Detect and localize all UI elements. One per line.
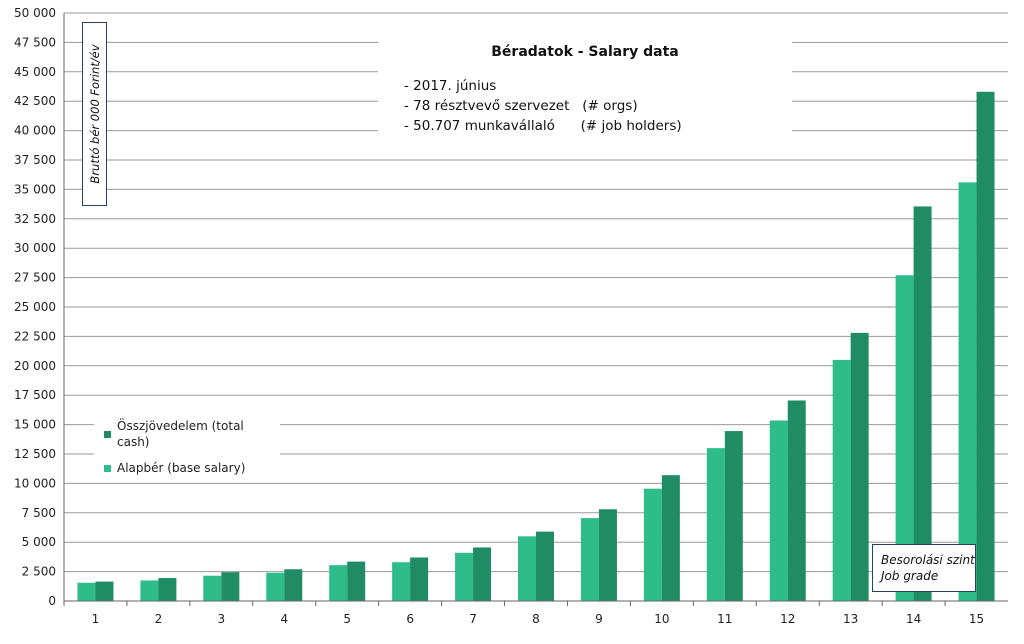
y-tick-label: 5 000 [22, 535, 56, 549]
y-tick-label: 30 000 [14, 241, 56, 255]
x-tick-label: 1 [92, 612, 100, 626]
bar-total-cash [976, 91, 995, 602]
bar-base-salary [140, 580, 159, 601]
bar-base-salary [832, 359, 851, 601]
bar-base-salary [329, 565, 348, 601]
bar-base-salary [203, 575, 222, 601]
info-line-orgs: - 78 résztvevő szervezet (# orgs) [404, 98, 638, 114]
bar-total-cash [410, 557, 429, 601]
y-tick-label: 17 500 [14, 388, 56, 402]
x-tick-label: 7 [469, 612, 477, 626]
bar-base-salary [580, 518, 599, 601]
bar-base-salary [455, 552, 474, 601]
bar-total-cash [221, 572, 240, 601]
y-tick-label: 10 000 [14, 476, 56, 490]
bar-base-salary [266, 572, 285, 601]
bar-base-salary [392, 562, 411, 601]
legend-label-base-salary: Alapbér (base salary) [117, 461, 246, 475]
y-tick-label: 35 000 [14, 182, 56, 196]
y-tick-label: 42 500 [14, 94, 56, 108]
y-tick-label: 15 000 [14, 418, 56, 432]
bar-total-cash [347, 561, 366, 601]
y-tick-label: 45 000 [14, 65, 56, 79]
bar-total-cash [473, 547, 492, 601]
x-tick-label: 10 [654, 612, 669, 626]
bar-total-cash [850, 332, 869, 601]
x-tick-label: 8 [532, 612, 540, 626]
x-axis-label-box: Besorolási szint Job grade [872, 544, 976, 592]
bar-total-cash [284, 569, 303, 601]
bar-total-cash [661, 475, 680, 601]
bar-base-salary [518, 536, 536, 601]
legend-item-base-salary: Alapbér (base salary) [104, 460, 280, 476]
bar-base-salary [77, 582, 96, 601]
bars [77, 91, 995, 602]
bar-total-cash [95, 581, 114, 601]
y-tick-label: 27 500 [14, 271, 56, 285]
bar-base-salary [769, 420, 788, 601]
y-tick-label: 32 500 [14, 212, 56, 226]
bar-total-cash [724, 431, 743, 601]
y-tick-label: 25 000 [14, 300, 56, 314]
x-tick-label: 9 [595, 612, 603, 626]
y-tick-label: 2 500 [22, 565, 56, 579]
axes [63, 13, 1008, 606]
bar-base-salary [643, 488, 662, 601]
x-axis-label-hu: Besorolási szint [881, 553, 975, 567]
y-axis-label-box: Bruttó bér 000 Forint/év [82, 22, 107, 206]
y-tick-label: 50 000 [14, 6, 56, 20]
bar-base-salary [895, 275, 914, 601]
legend-label-total-cash: Összjövedelem (total cash) [117, 419, 244, 449]
y-tick-label: 22 500 [14, 329, 56, 343]
y-tick-label: 47 500 [14, 35, 56, 49]
bar-total-cash [158, 578, 177, 601]
x-tick-label: 12 [780, 612, 795, 626]
x-tick-label: 13 [843, 612, 858, 626]
x-tick-label: 4 [280, 612, 288, 626]
x-tick-label: 15 [969, 612, 984, 626]
x-tick-label: 14 [906, 612, 921, 626]
bar-base-salary [958, 182, 977, 601]
y-tick-label: 40 000 [14, 124, 56, 138]
x-tick-label: 11 [717, 612, 732, 626]
bar-total-cash [598, 509, 617, 601]
bar-total-cash [787, 400, 806, 601]
chart-title: Béradatok - Salary data [491, 44, 679, 60]
bar-base-salary [706, 448, 725, 601]
y-tick-label: 12 500 [14, 447, 56, 461]
legend-item-total-cash: Összjövedelem (total cash) [104, 418, 280, 450]
y-tick-label: 37 500 [14, 153, 56, 167]
y-tick-label: 7 500 [22, 506, 56, 520]
x-tick-label: 6 [406, 612, 414, 626]
legend-swatch-total-cash [104, 430, 111, 438]
y-axis-label: Bruttó bér 000 Forint/év [87, 44, 102, 184]
legend: Összjövedelem (total cash) Alapbér (base… [94, 412, 280, 475]
bar-total-cash [536, 531, 554, 601]
info-line-holders: - 50.707 munkavállaló (# job holders) [404, 118, 682, 134]
x-tick-label: 3 [218, 612, 226, 626]
info-box: Béradatok - Salary data - 2017. június -… [378, 36, 792, 158]
x-tick-label: 5 [343, 612, 351, 626]
legend-swatch-base-salary [104, 464, 111, 472]
y-tick-label: 20 000 [14, 359, 56, 373]
x-tick-label: 2 [155, 612, 163, 626]
tick-labels: 0 2 500 5 000 7 500 10 000 12 500 15 000 17 500… [14, 6, 984, 626]
x-axis-label-en: Job grade [881, 569, 939, 583]
bar-total-cash [913, 206, 932, 601]
y-tick-label: 0 [48, 594, 56, 608]
info-line-date: - 2017. június [404, 78, 497, 94]
